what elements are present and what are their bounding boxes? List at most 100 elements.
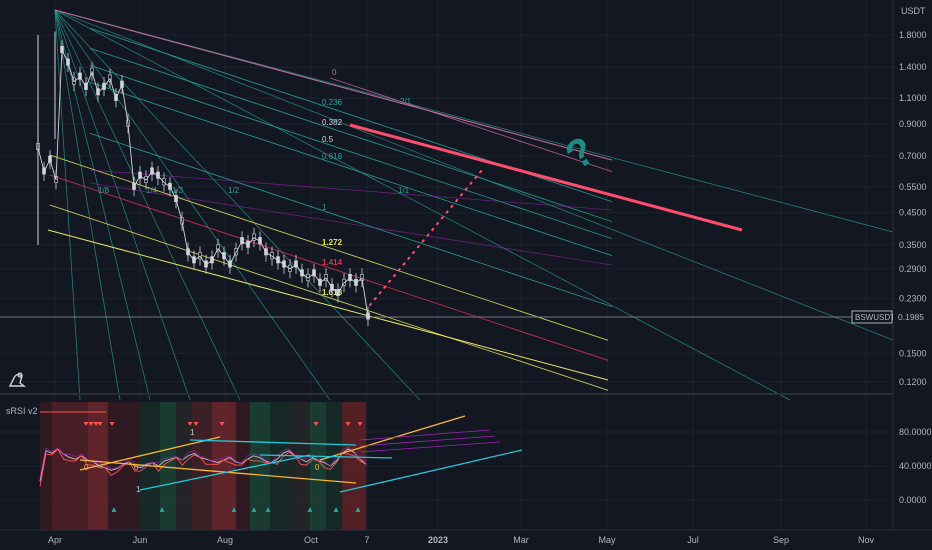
rsi-band — [342, 402, 366, 530]
price-tick-label: 0.9000 — [899, 119, 927, 129]
rsi-trend-purple-proj-2 — [359, 435, 496, 447]
time-tick-label: Mar — [513, 535, 529, 545]
grid — [0, 0, 893, 530]
rsi-trend-cyan-lower — [139, 454, 311, 491]
price-tag-value: 0.1985 — [898, 312, 924, 322]
rsi-sell-marker-icon — [93, 422, 99, 426]
rsi-band — [40, 402, 52, 530]
fib-level-label: 1 — [322, 203, 327, 212]
fib-level-line — [89, 81, 613, 257]
time-tick-label: Jun — [133, 535, 148, 545]
price-tick-label: 0.1200 — [899, 377, 927, 387]
candle-body — [252, 233, 256, 241]
rsi-band — [250, 402, 270, 530]
rsi-marker-label: 0 — [84, 463, 89, 472]
fan-line — [54, 9, 894, 341]
fan-label: 1/4 — [146, 186, 158, 195]
fib-level-line — [49, 174, 609, 361]
time-tick-label: Oct — [304, 535, 319, 545]
rsi-sell-marker-icon — [109, 422, 115, 426]
candle-body — [198, 252, 202, 260]
fan-label: 1/1 — [398, 186, 410, 195]
fan-line — [54, 9, 81, 401]
rsi-tick-label: 80.0000 — [899, 427, 932, 437]
rsi-buy-marker-icon — [333, 507, 339, 512]
rsi-trend-purple-proj-1 — [359, 429, 491, 441]
rsi-sell-marker-icon — [88, 422, 94, 426]
rsi-sell-marker-icon — [83, 422, 89, 426]
fan-line — [54, 9, 241, 401]
fib-level-label: 0.236 — [322, 98, 343, 107]
rsi-buy-marker-icon — [111, 507, 117, 512]
time-tick-label: Sep — [773, 535, 789, 545]
rsi-sell-marker-icon — [313, 422, 319, 426]
price-tick-label: 0.5500 — [899, 182, 927, 192]
drawings — [0, 123, 852, 318]
price-line — [37, 49, 369, 317]
fib-level-line — [49, 204, 609, 391]
fib-level-line — [329, 77, 613, 173]
candle-body — [240, 237, 244, 245]
candle-body — [78, 72, 82, 80]
rsi-band — [212, 402, 236, 530]
rsi-buy-marker-icon — [251, 507, 257, 512]
rsi-marker-label: 1 — [136, 485, 141, 494]
fan-label: 1/3 — [172, 186, 184, 195]
fan-line-top — [54, 9, 613, 161]
fan-label: 1/8 — [98, 186, 110, 195]
fib-level-label: 1.272 — [322, 238, 343, 247]
gann-fan: 2/1 1/1 1/2 1/3 1/4 1/8 — [54, 9, 894, 401]
fib-level-label: 0.382 — [322, 118, 343, 127]
fib-level-line — [89, 64, 613, 240]
rsi-buy-marker-icon — [307, 507, 313, 512]
rsi-purple-line — [39, 446, 367, 478]
fib-level-label: 0.5 — [322, 135, 334, 144]
fan-line — [54, 9, 331, 401]
price-tick-label: 1.4000 — [899, 62, 927, 72]
price-candles — [36, 31, 370, 326]
fib-level-label: 0 — [332, 68, 337, 77]
price-axis[interactable] — [893, 0, 932, 530]
price-axis-labels: 1.8000 1.4000 1.1000 0.9000 0.7000 0.5500 0.45… — [899, 30, 927, 387]
rsi-marker-label: 1 — [190, 428, 195, 437]
time-tick-label: May — [598, 535, 616, 545]
rsi-marker-label: 0 — [315, 463, 320, 472]
resistance-trendline — [349, 123, 743, 232]
time-axis-labels: Apr Jun Aug Oct 7 2023 Mar May Jul Sep Nov — [48, 535, 875, 545]
time-axis[interactable] — [0, 530, 932, 550]
time-tick-label: 2023 — [428, 535, 448, 545]
fan-label: 2/1 — [400, 97, 412, 106]
time-tick-label: Nov — [858, 535, 875, 545]
rsi-band — [192, 402, 212, 530]
rsi-marker-label: 0 — [134, 463, 139, 472]
indicator-title[interactable]: sRSI v2 — [6, 406, 38, 416]
fan-line — [54, 9, 894, 233]
price-tick-label: 1.1000 — [899, 93, 927, 103]
candle-body — [294, 260, 298, 268]
rsi-sell-marker-icon — [219, 422, 225, 426]
candle-body — [138, 171, 142, 179]
currency-label: USDT — [901, 6, 926, 16]
rsi-axis-labels: 80.0000 40.0000 0.0000 — [899, 427, 932, 505]
rsi-pane: 0 0 1 0 1 — [39, 411, 523, 512]
price-tick-label: 1.8000 — [899, 30, 927, 40]
price-tick-label: 0.7000 — [899, 151, 927, 161]
rsi-trend-cyan-upper — [189, 439, 357, 446]
rsi-trend-cyan-proj — [339, 449, 523, 493]
fib-level-line — [89, 132, 613, 308]
rsi-band — [160, 402, 176, 530]
fib-level-label: 0.618 — [322, 152, 343, 161]
last-price-tag: BSWUSDT 0.1985 — [851, 310, 929, 324]
price-tick-label: 0.3500 — [899, 240, 927, 250]
time-tick-label: Jul — [687, 535, 699, 545]
rsi-line — [39, 448, 367, 482]
rsi-trend-yellow-lower — [79, 459, 357, 484]
fib-mid-line — [89, 169, 613, 211]
fan-line — [54, 9, 151, 401]
rsi-band — [270, 402, 290, 530]
fan-line — [54, 9, 791, 401]
rsi-buy-marker-icon — [355, 507, 361, 512]
rsi-trend-cyan-mid — [259, 454, 393, 459]
